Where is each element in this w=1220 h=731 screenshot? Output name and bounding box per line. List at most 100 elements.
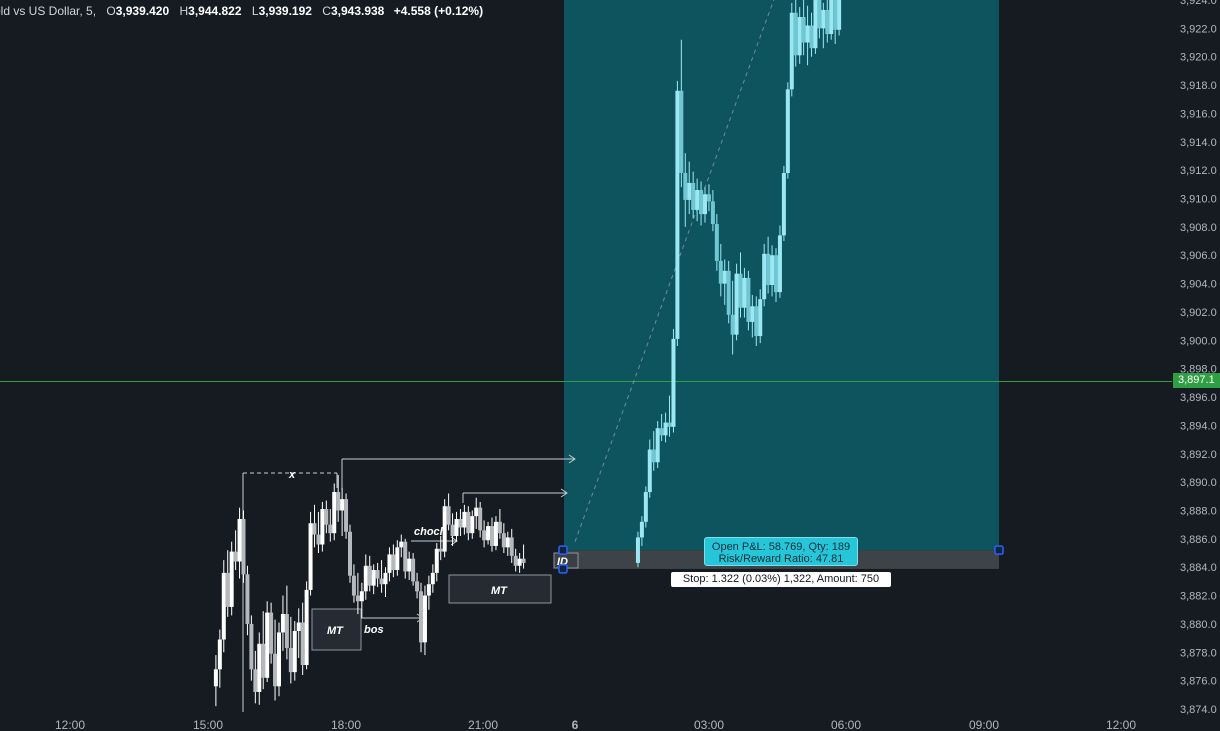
- low-value: 3,939.192: [258, 4, 312, 18]
- candle: [801, 0, 806, 56]
- candle-body: [280, 613, 285, 633]
- y-tick-label: 3,878.0: [1180, 647, 1217, 659]
- mt-box-left[interactable]: [311, 608, 362, 651]
- candle: [241, 510, 246, 583]
- candle-body: [273, 653, 278, 687]
- candle: [454, 511, 459, 542]
- y-tick-label: 3,902.0: [1180, 307, 1217, 319]
- candle-body: [730, 314, 735, 335]
- x-tick-label: 18:00: [331, 718, 361, 731]
- candle: [217, 629, 222, 688]
- y-tick-label: 3,922.0: [1180, 23, 1217, 35]
- stop-handle[interactable]: [558, 564, 568, 574]
- candle: [675, 80, 680, 346]
- candle: [253, 650, 258, 704]
- candle-body: [403, 541, 408, 572]
- width-handle[interactable]: [994, 545, 1004, 555]
- candle: [257, 632, 262, 705]
- candle: [734, 263, 739, 341]
- candle-body: [493, 521, 498, 546]
- candle-body: [691, 182, 696, 210]
- candle-body: [513, 555, 518, 566]
- candle: [639, 516, 644, 546]
- candle-body: [734, 273, 739, 335]
- choch-label: choch: [414, 526, 447, 538]
- y-tick-label: 3,920.0: [1180, 52, 1217, 64]
- y-tick-label: 3,876.0: [1180, 676, 1217, 688]
- candle: [273, 619, 278, 701]
- candle: [340, 487, 345, 537]
- candle-body: [647, 449, 652, 493]
- candle: [387, 547, 392, 582]
- candle: [462, 504, 467, 535]
- x-tick-label: 03:00: [694, 718, 724, 731]
- candle: [233, 530, 238, 571]
- candle-body: [336, 492, 341, 511]
- candle-body: [332, 492, 337, 534]
- candle-body: [789, 12, 794, 90]
- open-label: O: [106, 4, 116, 18]
- candle-body: [296, 622, 301, 632]
- candle-body: [233, 551, 238, 562]
- candle-body: [426, 584, 431, 596]
- candle-body: [253, 669, 258, 692]
- candle: [426, 575, 431, 610]
- candle-body: [710, 201, 715, 225]
- position-zones: [0, 0, 1172, 569]
- candle: [403, 538, 408, 579]
- pnl-label[interactable]: Open P&L: 58.769, Qty: 189 Risk/Reward R…: [704, 537, 858, 566]
- mt-box-right[interactable]: [448, 574, 552, 604]
- candle-body: [509, 537, 514, 556]
- candle: [766, 236, 771, 294]
- candle-body: [517, 558, 522, 566]
- candle: [517, 553, 522, 573]
- y-tick-label: 3,900.0: [1180, 335, 1217, 347]
- symbol-header: old vs US Dollar, 5, O3,939.420 H3,944.8…: [0, 4, 483, 18]
- candle: [312, 504, 317, 548]
- candle-body: [458, 518, 463, 528]
- candle-body: [422, 595, 427, 643]
- liquidity-arrow-1: [568, 454, 576, 464]
- stop-label[interactable]: Stop: 1.322 (0.03%) 1,322, Amount: 750: [671, 572, 891, 587]
- candle: [497, 509, 502, 539]
- y-tick-label: 3,924.0: [1180, 0, 1217, 7]
- candle: [470, 510, 475, 539]
- candle-body: [324, 509, 329, 525]
- candle-body: [466, 511, 471, 534]
- x-label: x: [288, 469, 296, 481]
- candle-body: [714, 224, 719, 261]
- candle-body: [229, 551, 234, 607]
- y-tick-label: 3,904.0: [1180, 279, 1217, 291]
- candle: [647, 439, 652, 498]
- candle-body: [371, 570, 376, 586]
- candle: [762, 243, 767, 307]
- candle-body: [813, 0, 818, 49]
- candle: [332, 483, 337, 541]
- candle: [742, 268, 747, 318]
- candle: [781, 165, 786, 242]
- candle-body: [478, 507, 483, 531]
- candle-body: [454, 518, 459, 537]
- candle: [521, 544, 526, 569]
- candle-body: [213, 669, 218, 687]
- candle-body: [399, 541, 404, 548]
- candle: [265, 601, 270, 683]
- candle: [746, 270, 751, 331]
- candle-body: [482, 530, 487, 541]
- candle: [635, 531, 640, 568]
- candle-body: [308, 523, 313, 590]
- y-tick-label: 3,882.0: [1180, 591, 1217, 603]
- candle-body: [288, 648, 293, 673]
- candle: [805, 5, 810, 66]
- risk-reward-line: Risk/Reward Ratio: 47.81: [718, 553, 844, 565]
- candle: [344, 493, 349, 539]
- candle: [809, 12, 814, 57]
- y-tick-label: 3,898.0: [1180, 364, 1217, 376]
- candle: [324, 500, 329, 534]
- x-tick-label: 12:00: [55, 718, 85, 731]
- entry-handle[interactable]: [558, 545, 568, 555]
- candle-body: [241, 518, 246, 575]
- candle: [714, 214, 719, 271]
- candle: [308, 511, 313, 596]
